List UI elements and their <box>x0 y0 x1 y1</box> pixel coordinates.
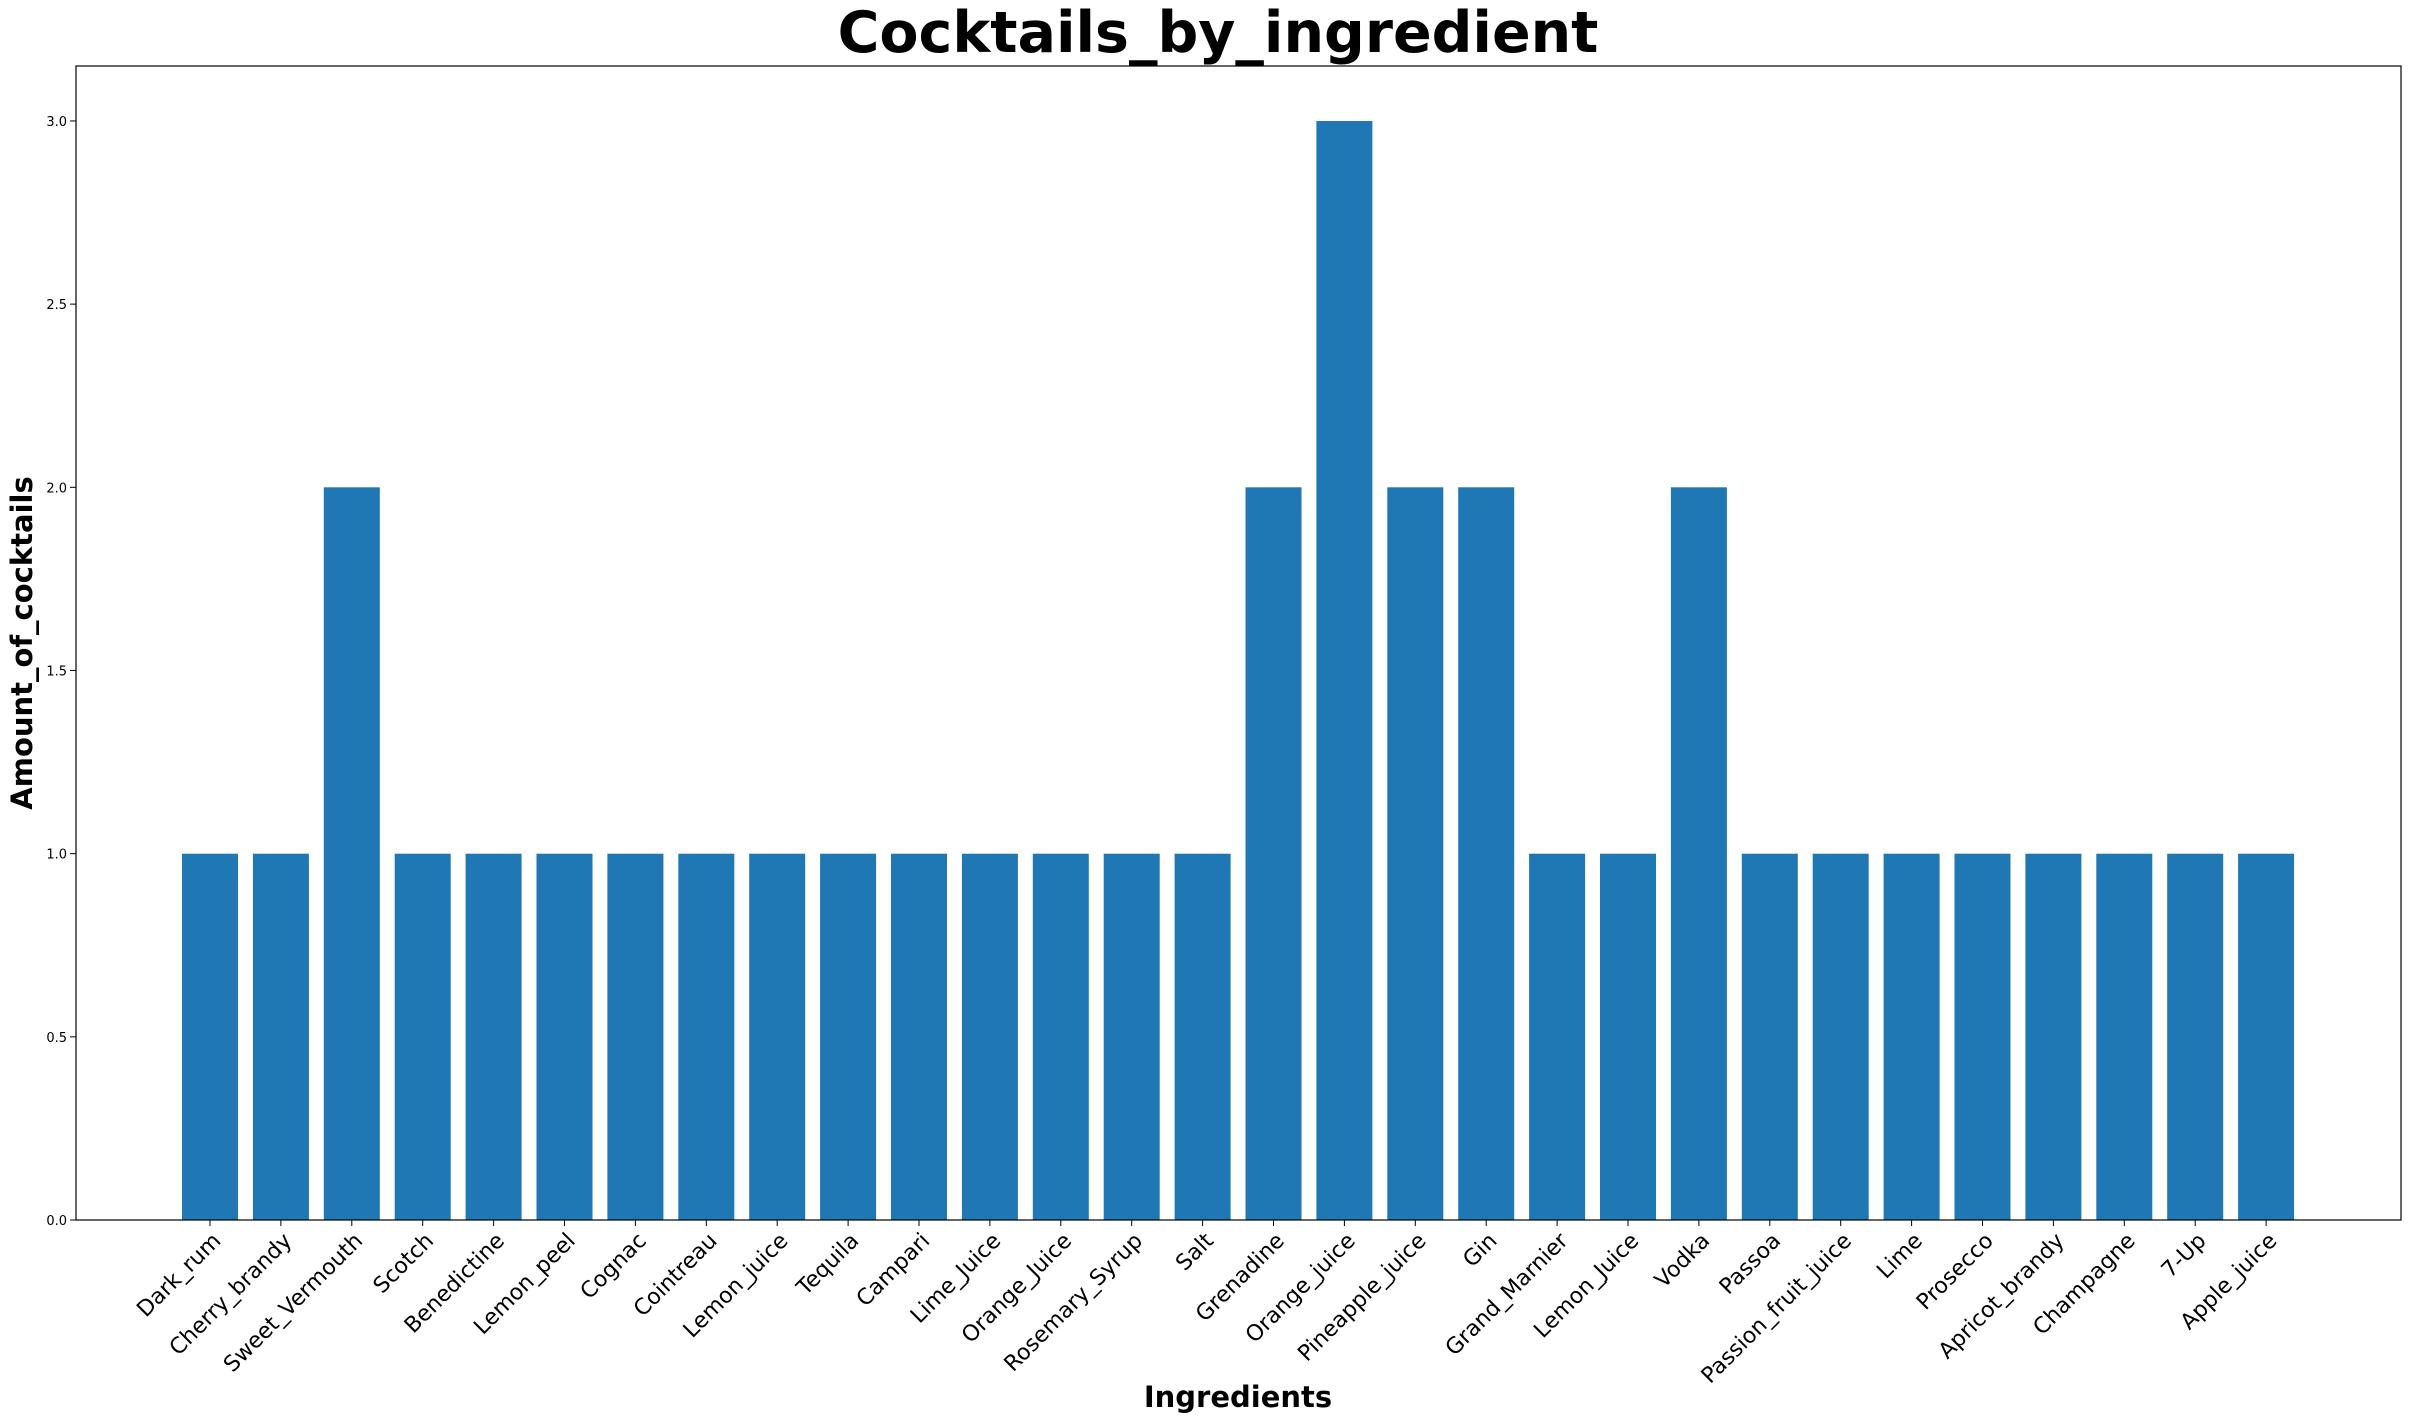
bar-scotch <box>394 853 451 1220</box>
bar-cognac <box>607 853 664 1220</box>
x-tick-label: Salt <box>1171 1228 1219 1276</box>
x-tick-label: 7-Up <box>2157 1229 2211 1283</box>
plot-frame <box>75 65 2402 1221</box>
bar-lime-juice <box>961 853 1018 1220</box>
bar-lime <box>1883 853 1940 1220</box>
bar-vodka <box>1670 487 1727 1220</box>
y-tick-label: 1.5 <box>46 664 67 679</box>
y-tick-label: 1.0 <box>46 848 67 863</box>
bar-grand-marnier <box>1529 853 1586 1220</box>
x-tick-label: Sweet_Vermouth <box>219 1229 368 1378</box>
bar-7-up <box>2167 853 2224 1220</box>
bar-champagne <box>2096 853 2153 1220</box>
x-tick-label: Rosemary_Syrup <box>1000 1229 1148 1377</box>
bar-benedictine <box>465 853 522 1220</box>
bar-pineapple-juice <box>1387 487 1444 1220</box>
y-tick-label: 3.0 <box>46 115 67 130</box>
bar-tequila <box>820 853 877 1220</box>
x-tick-label: Cherry_brandy <box>165 1229 297 1361</box>
bar-lemon-juice <box>749 853 806 1220</box>
x-tick-label: Vodka <box>1650 1229 1715 1294</box>
bar-salt <box>1174 853 1231 1220</box>
bar-passion-fruit-juice <box>1812 853 1869 1220</box>
y-tick-label: 2.5 <box>46 298 67 313</box>
bar-grenadine <box>1245 487 1302 1220</box>
bar-dark-rum <box>182 853 238 1220</box>
x-tick-label: Passoa <box>1715 1229 1786 1300</box>
x-tick-label: Grand_Marnier <box>1441 1228 1574 1361</box>
bar-gin <box>1458 487 1515 1220</box>
bar-campari <box>891 853 947 1220</box>
bar-prosecco <box>1954 853 2011 1220</box>
bar-cointreau <box>678 853 735 1220</box>
y-axis: 0.0 0.5 1.0 1.5 2.0 2.5 3.0 <box>46 115 76 1229</box>
y-tick-label: 0.0 <box>46 1214 67 1229</box>
x-tick-label: Tequila <box>792 1229 865 1302</box>
bar-apricot-brandy <box>2025 853 2082 1220</box>
x-axis-label: Ingredients <box>1144 1380 1332 1414</box>
y-tick-label: 2.0 <box>46 481 67 496</box>
x-tick-label: Gin <box>1459 1229 1503 1273</box>
chart-title: Cocktails_by_ingredient <box>838 0 1599 66</box>
y-axis-label: Amount_of_cocktails <box>5 476 39 809</box>
bar-passoa <box>1741 853 1798 1220</box>
x-tick-label: Lime <box>1872 1229 1927 1284</box>
bar-cherry-brandy <box>252 853 309 1220</box>
y-tick-label: 0.5 <box>46 1031 67 1046</box>
x-tick-label: Scotch <box>369 1229 439 1299</box>
bar-lemon-peel <box>536 853 593 1220</box>
x-tick-label: Pineapple_juice <box>1293 1229 1431 1367</box>
bar-rosemary-syrup <box>1103 853 1160 1220</box>
bar-apple-juice <box>2238 853 2295 1220</box>
bar-lemon-juice <box>1600 853 1656 1220</box>
bar-orange-juice <box>1032 853 1089 1220</box>
bar-orange-juice <box>1316 121 1373 1220</box>
bars-group <box>182 121 2295 1220</box>
x-tick-label: Apricot_brandy <box>1934 1229 2070 1365</box>
bar-sweet-vermouth <box>323 487 380 1220</box>
